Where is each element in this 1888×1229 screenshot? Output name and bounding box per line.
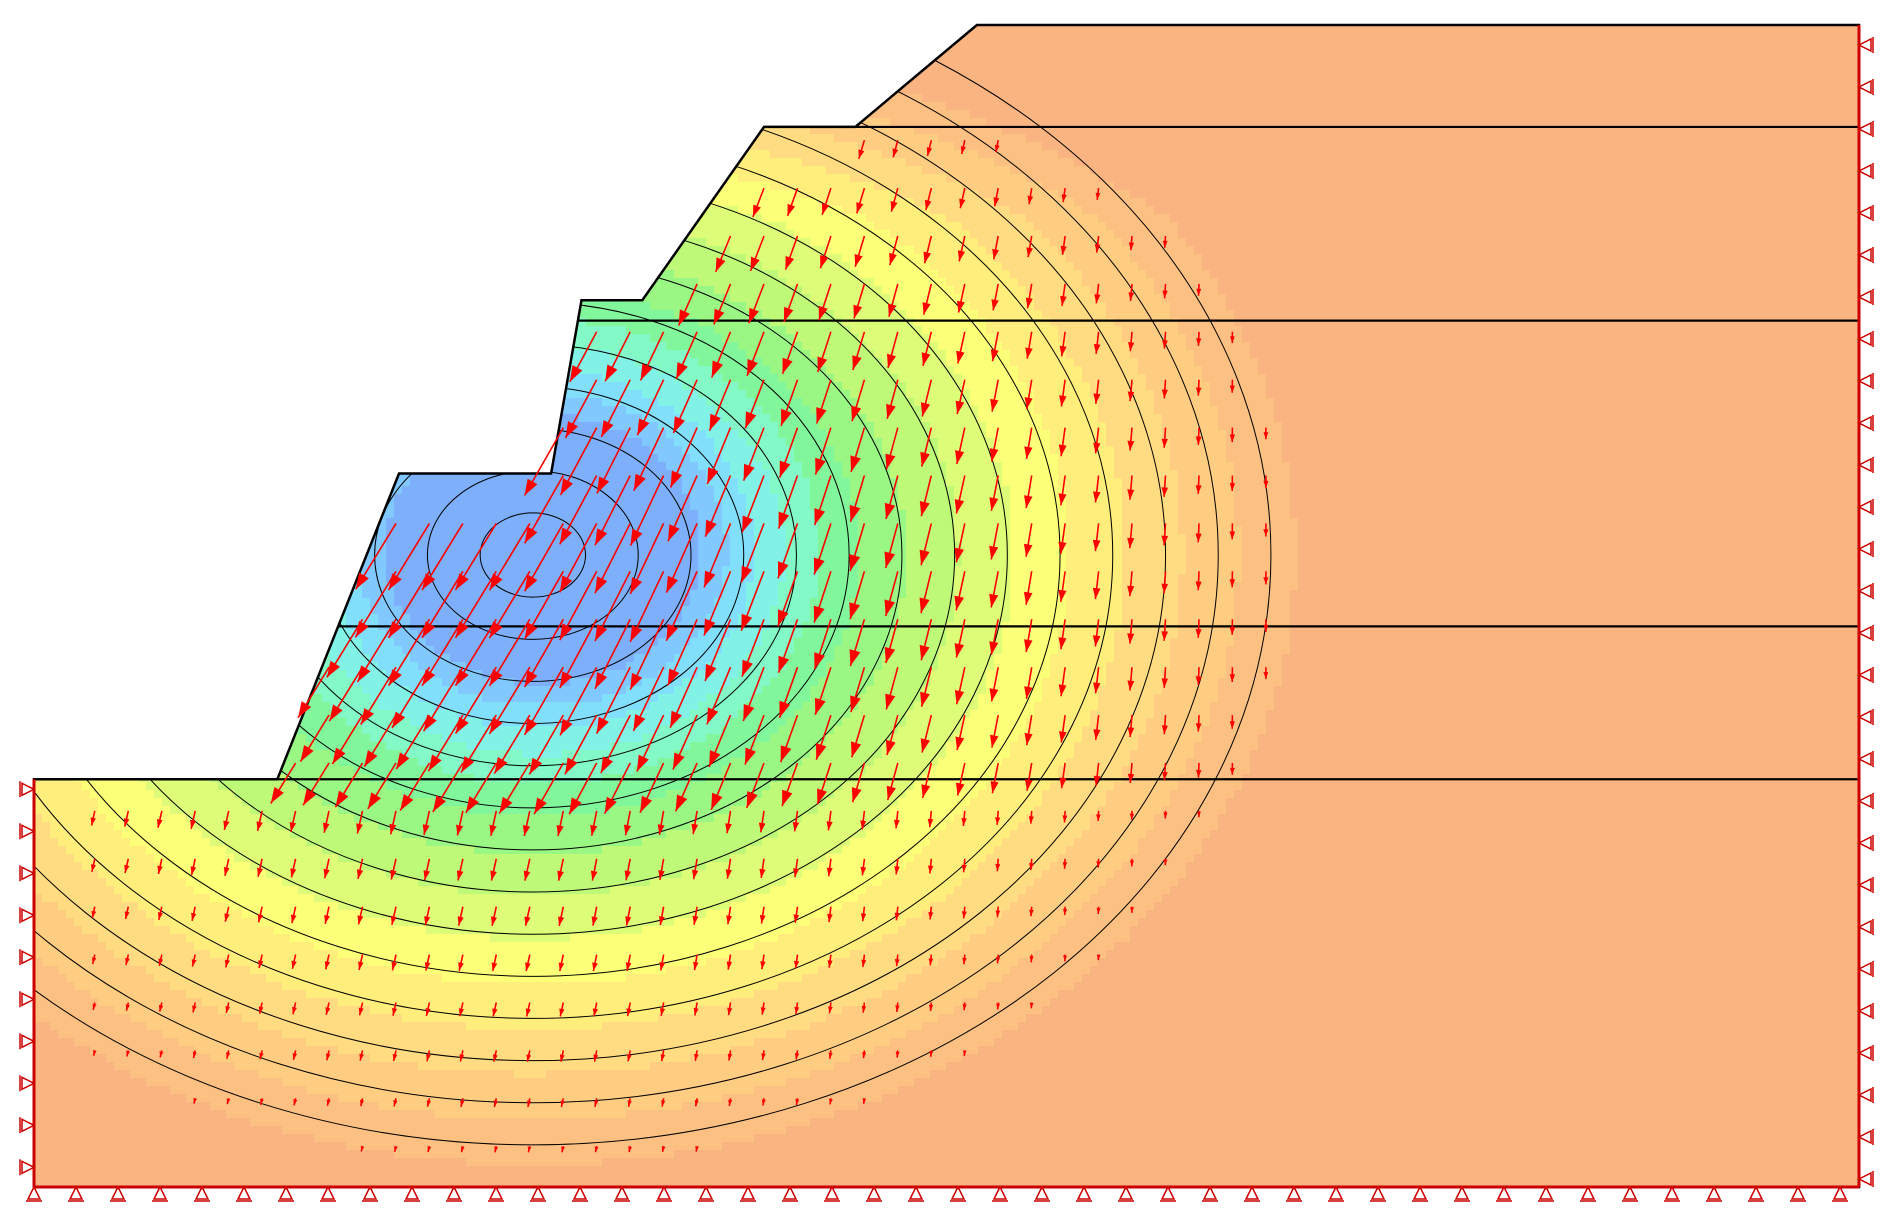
pin-support-bottom (992, 1187, 1008, 1201)
pin-support-bottom (740, 1187, 756, 1201)
pin-support-bottom (1118, 1187, 1134, 1201)
roller-support-left (20, 865, 34, 881)
pin-support-bottom (236, 1187, 252, 1201)
roller-support-right (1859, 751, 1873, 767)
pin-support-bottom (1622, 1187, 1638, 1201)
roller-support-left (20, 1033, 34, 1049)
roller-support-right (1859, 1129, 1873, 1145)
roller-support-right (1859, 457, 1873, 473)
pin-support-bottom (68, 1187, 84, 1201)
roller-support-right (1859, 247, 1873, 263)
pin-support-bottom (698, 1187, 714, 1201)
pin-support-bottom (824, 1187, 840, 1201)
pin-support-bottom (320, 1187, 336, 1201)
roller-support-left (20, 823, 34, 839)
roller-support-right (1859, 79, 1873, 95)
roller-support-right (1859, 793, 1873, 809)
pin-support-bottom (1160, 1187, 1176, 1201)
pin-support-bottom (950, 1187, 966, 1201)
pin-support-bottom (446, 1187, 462, 1201)
roller-support-right (1859, 1087, 1873, 1103)
roller-support-left (20, 1159, 34, 1175)
pin-support-bottom (1370, 1187, 1386, 1201)
pin-support-bottom (1580, 1187, 1596, 1201)
pin-support-bottom (362, 1187, 378, 1201)
roller-support-left (20, 907, 34, 923)
roller-support-right (1859, 415, 1873, 431)
pin-support-bottom (1538, 1187, 1554, 1201)
roller-support-right (1859, 121, 1873, 137)
pin-support-bottom (1832, 1187, 1848, 1201)
pin-support-bottom (1748, 1187, 1764, 1201)
roller-support-right (1859, 709, 1873, 725)
roller-support-right (1859, 835, 1873, 851)
roller-support-right (1859, 919, 1873, 935)
pin-support-bottom (1790, 1187, 1806, 1201)
pin-support-bottom (26, 1187, 42, 1201)
pin-support-bottom (1034, 1187, 1050, 1201)
pin-support-bottom (1244, 1187, 1260, 1201)
roller-support-right (1859, 667, 1873, 683)
pin-support-bottom (404, 1187, 420, 1201)
pin-support-bottom (1412, 1187, 1428, 1201)
roller-support-left (20, 1117, 34, 1133)
pin-support-bottom (866, 1187, 882, 1201)
pin-support-bottom (1496, 1187, 1512, 1201)
pin-support-bottom (614, 1187, 630, 1201)
pin-support-bottom (1076, 1187, 1092, 1201)
roller-support-left (20, 781, 34, 797)
roller-support-right (1859, 583, 1873, 599)
pin-support-bottom (488, 1187, 504, 1201)
pin-support-bottom (194, 1187, 210, 1201)
roller-support-right (1859, 1003, 1873, 1019)
roller-support-right (1859, 1045, 1873, 1061)
roller-support-right (1859, 1171, 1873, 1187)
roller-support-right (1859, 499, 1873, 515)
roller-support-right (1859, 625, 1873, 641)
pin-support-bottom (1706, 1187, 1722, 1201)
pin-support-bottom (572, 1187, 588, 1201)
pin-support-bottom (530, 1187, 546, 1201)
pin-support-bottom (1286, 1187, 1302, 1201)
pin-support-bottom (1202, 1187, 1218, 1201)
roller-support-right (1859, 541, 1873, 557)
roller-support-right (1859, 37, 1873, 53)
pin-support-bottom (1454, 1187, 1470, 1201)
roller-support-left (20, 991, 34, 1007)
roller-support-left (20, 949, 34, 965)
roller-support-right (1859, 289, 1873, 305)
pin-support-bottom (152, 1187, 168, 1201)
displacement-contour-fill (34, 22, 1867, 1191)
roller-support-right (1859, 331, 1873, 347)
roller-support-right (1859, 961, 1873, 977)
pin-support-bottom (278, 1187, 294, 1201)
pin-support-bottom (908, 1187, 924, 1201)
pin-support-bottom (110, 1187, 126, 1201)
pin-support-bottom (656, 1187, 672, 1201)
roller-support-right (1859, 373, 1873, 389)
roller-support-right (1859, 205, 1873, 221)
pin-support-bottom (782, 1187, 798, 1201)
roller-support-right (1859, 877, 1873, 893)
pin-support-bottom (1328, 1187, 1344, 1201)
roller-support-right (1859, 163, 1873, 179)
pin-support-bottom (1664, 1187, 1680, 1201)
roller-support-left (20, 1075, 34, 1091)
